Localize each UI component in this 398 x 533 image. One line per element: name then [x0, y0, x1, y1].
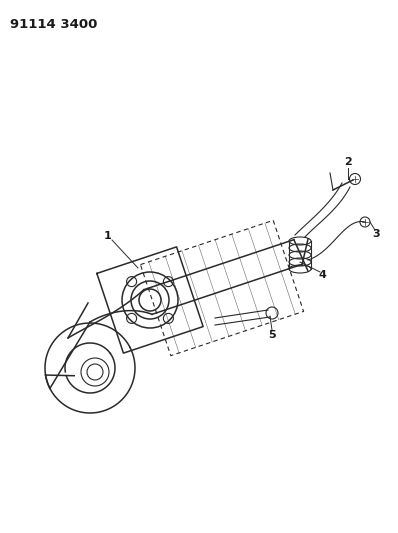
Text: 3: 3: [372, 229, 380, 239]
Text: 4: 4: [318, 270, 326, 280]
Text: 1: 1: [104, 231, 112, 241]
Text: 91114 3400: 91114 3400: [10, 18, 98, 31]
Text: 2: 2: [344, 157, 352, 167]
Text: 5: 5: [268, 330, 276, 340]
